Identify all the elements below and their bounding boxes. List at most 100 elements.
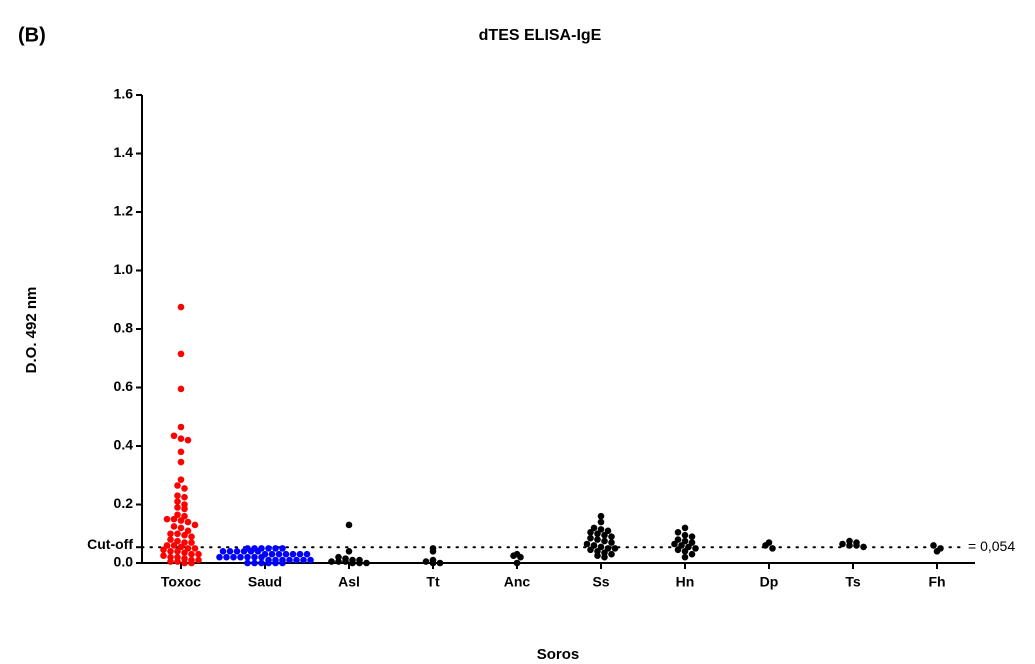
data-point [860,543,867,551]
data-point [177,476,185,483]
data-point [604,545,612,552]
data-point [601,537,608,545]
data-point [258,553,265,561]
data-point [590,524,598,532]
data-point [846,542,853,549]
data-point [279,545,286,552]
data-point [163,515,171,523]
data-point [188,533,195,540]
x-tick-label: Hn [676,574,695,590]
x-tick-label: Dp [760,574,779,590]
data-point [247,548,255,555]
data-point [265,545,272,552]
data-point [265,559,272,567]
data-point [436,559,444,567]
data-point [275,550,283,558]
x-tick-label: Ts [845,574,861,590]
data-point [258,559,265,567]
y-tick-label: 0.0 [114,554,134,570]
data-point [191,521,199,529]
cutoff-annotation: = 0,054 [968,538,1015,554]
data-point [188,550,195,558]
y-tick-label: 0.2 [114,495,134,511]
data-point [608,550,615,558]
data-point [177,350,185,358]
x-tick-label: Asl [338,574,360,590]
data-point [601,553,608,561]
data-point [177,435,185,442]
x-tick-label: Saud [248,574,282,590]
data-point [174,548,181,555]
data-point [174,498,181,505]
data-point [230,553,237,561]
y-tick-label: 1.6 [114,86,134,102]
data-point [597,518,605,526]
x-tick-label: Ss [592,574,609,590]
data-point [345,548,353,555]
data-point [296,550,304,558]
data-point [597,512,605,520]
data-point [933,548,941,555]
y-tick-label: 1.0 [114,261,134,277]
data-point [181,549,188,557]
data-point [429,559,437,567]
data-point [233,548,241,555]
data-point [174,492,181,500]
data-point [345,521,353,529]
data-point [167,548,174,555]
y-tick-label: 0.6 [114,378,134,394]
data-point [184,436,192,444]
data-point [762,542,769,549]
data-point [223,553,230,561]
data-point [167,558,174,565]
data-point [363,559,370,567]
data-point [583,540,591,548]
data-point [170,432,178,440]
data-point [349,559,356,567]
panel-label: (B) [18,24,46,46]
data-point [303,550,311,558]
data-point [174,482,181,489]
data-point [244,559,251,567]
data-point [184,545,192,552]
data-point [160,552,167,559]
data-point [688,550,696,558]
data-point [517,553,524,561]
data-point [167,530,174,538]
data-point [195,550,202,558]
chart-title: dTES ELISA-IgE [479,27,602,44]
data-point [181,485,188,492]
data-point [681,548,689,555]
data-point [184,527,192,535]
data-point [429,548,437,555]
data-point [181,531,188,539]
data-point [300,556,307,564]
data-point [674,546,682,554]
x-tick-label: Toxoc [161,574,201,590]
data-point [177,385,185,393]
data-point [188,539,195,546]
data-point [422,558,430,565]
data-point [174,558,181,565]
data-point [681,537,689,545]
data-point [597,526,605,533]
data-point [692,545,699,552]
data-point [160,546,167,554]
data-point [335,558,342,565]
data-point [181,539,188,546]
data-point [251,553,258,561]
data-point [279,559,286,567]
data-point [597,543,605,551]
data-point [608,539,615,546]
data-point [356,559,363,567]
data-point [930,542,937,549]
data-point [674,536,682,543]
data-point [594,552,601,559]
data-point [681,553,689,561]
data-point [177,458,185,466]
data-point [244,553,251,561]
data-point [219,548,227,555]
data-point [587,534,594,542]
x-tick-label: Anc [504,574,531,590]
